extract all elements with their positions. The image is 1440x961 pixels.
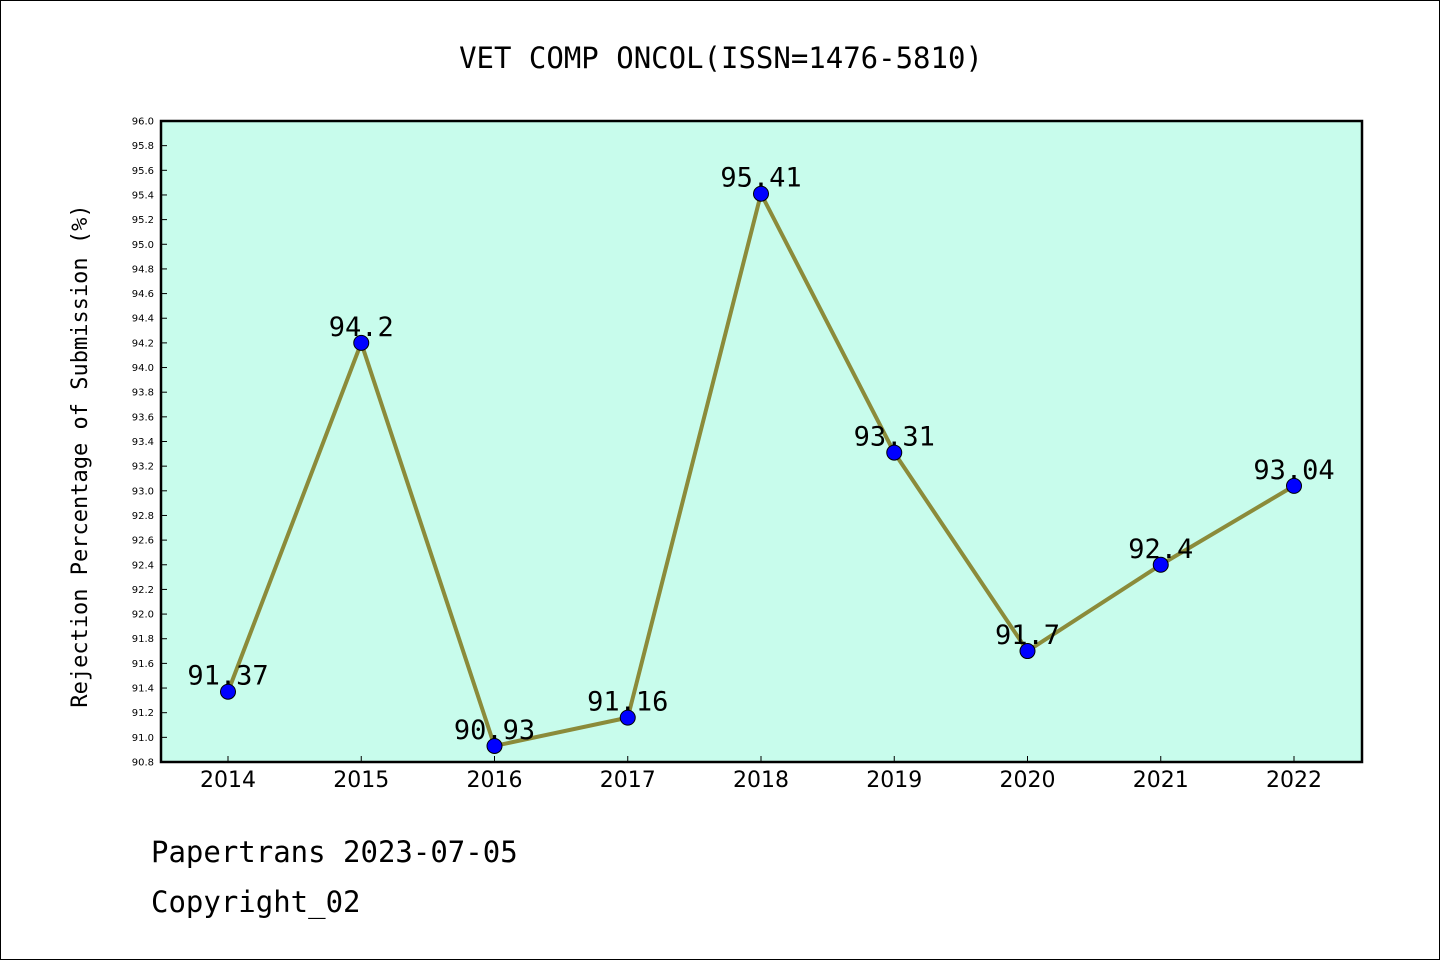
- y-tick-label: 96.0: [132, 117, 154, 128]
- y-tick-label: 95.2: [132, 215, 154, 226]
- y-tick-label: 91.6: [132, 659, 154, 670]
- data-point: [753, 185, 769, 202]
- x-axis: 2014 2015 2016 2017 2018 2019 2020 2021 2022: [200, 756, 1322, 793]
- y-tick-label: 94.4: [132, 314, 154, 325]
- footer-copyright: Copyright_02: [151, 885, 361, 919]
- y-axis: 90.8 91.0 91.2 91.4 91.6 91.8 92.0 92.2 92.4 92.6…: [132, 117, 167, 769]
- y-tick-label: 93.6: [132, 412, 154, 423]
- x-tick-label: 2018: [733, 768, 789, 793]
- y-tick-label: 92.4: [132, 560, 154, 571]
- y-tick-label: 91.8: [132, 634, 154, 645]
- x-tick-label: 2019: [866, 768, 922, 793]
- data-labels: 91.3794.290.9391.1695.4193.3191.792.493.…: [187, 163, 1334, 746]
- y-tick-label: 91.0: [132, 733, 154, 744]
- data-point: [220, 683, 236, 700]
- data-point: [1286, 477, 1302, 494]
- y-tick-label: 95.4: [132, 190, 154, 201]
- x-tick-label: 2021: [1133, 768, 1189, 793]
- y-tick-label: 94.0: [132, 363, 154, 374]
- y-tick-label: 93.2: [132, 462, 154, 473]
- x-tick-label: 2022: [1266, 768, 1322, 793]
- footer-date: Papertrans 2023-07-05: [151, 835, 518, 869]
- y-tick-label: 93.4: [132, 437, 154, 448]
- y-tick-label: 91.4: [132, 684, 154, 695]
- data-point: [353, 334, 370, 351]
- y-tick-label: 91.2: [132, 708, 154, 719]
- x-tick-label: 2016: [467, 768, 523, 793]
- y-tick-label: 92.8: [132, 511, 154, 522]
- y-tick-label: 92.6: [132, 536, 154, 547]
- data-point: [486, 737, 503, 754]
- y-tick-label: 95.0: [132, 240, 154, 251]
- y-tick-label: 94.6: [132, 289, 154, 300]
- y-tick-label: 93.8: [132, 388, 154, 399]
- chart-title: VET COMP ONCOL(ISSN=1476-5810): [459, 41, 983, 75]
- y-tick-label: 95.8: [132, 141, 154, 152]
- data-point: [1152, 556, 1169, 573]
- y-tick-label: 94.8: [132, 264, 154, 275]
- y-tick-label: 94.2: [132, 338, 154, 349]
- x-tick-label: 2020: [1000, 768, 1056, 793]
- data-point: [1019, 643, 1036, 660]
- data-markers: [220, 185, 1302, 754]
- y-axis-label: Rejection Percentage of Submission (%): [68, 204, 93, 707]
- y-tick-label: 90.8: [132, 758, 154, 769]
- x-tick-label: 2014: [200, 768, 256, 793]
- y-tick-label: 92.2: [132, 585, 154, 596]
- y-tick-label: 93.0: [132, 486, 154, 497]
- x-tick-label: 2017: [600, 768, 656, 793]
- x-tick-label: 2015: [333, 768, 389, 793]
- y-tick-label: 95.6: [132, 166, 154, 177]
- data-point: [886, 444, 903, 461]
- y-tick-label: 92.0: [132, 610, 154, 621]
- plot-area: [159, 119, 1364, 764]
- data-point: [619, 709, 636, 726]
